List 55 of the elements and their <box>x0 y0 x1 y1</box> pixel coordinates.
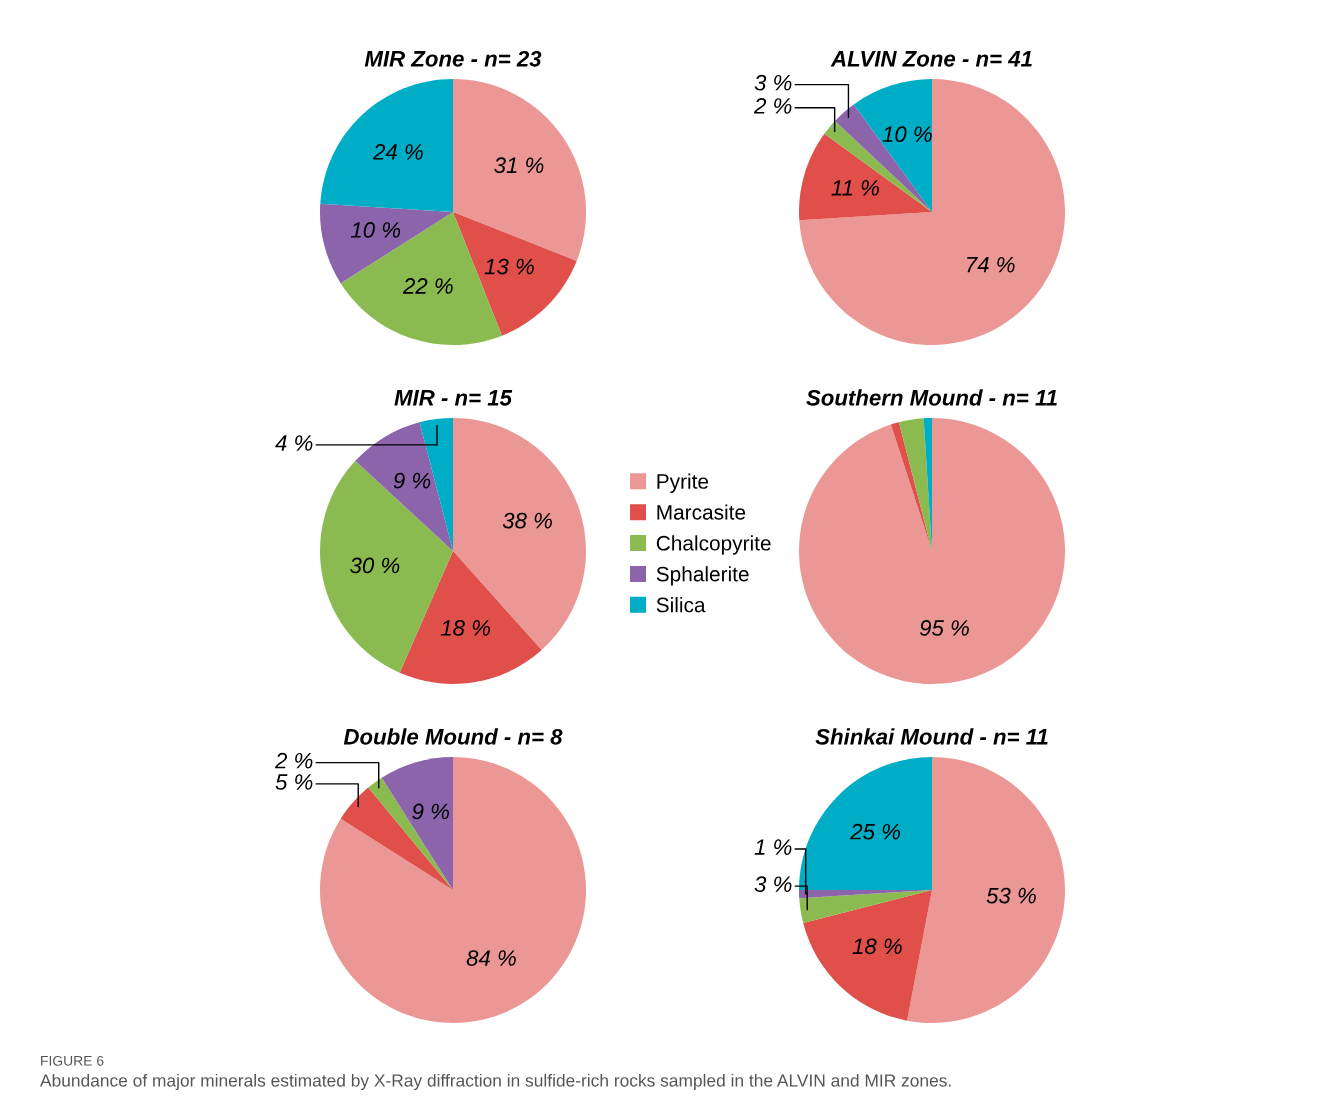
chart-title: Double Mound - n= 8 <box>343 728 563 745</box>
data-label: 3 % <box>754 74 792 91</box>
pie-slice <box>355 422 453 551</box>
pie-slice <box>890 422 932 551</box>
data-label: 10 % <box>882 126 932 143</box>
data-label: 9 % <box>412 803 449 820</box>
pie-slice <box>320 79 453 212</box>
data-label: 53 % <box>986 887 1036 904</box>
data-label: 13 % <box>484 258 534 275</box>
chart-title: Southern Mound - n= 11 <box>806 389 1057 406</box>
pie-slice <box>799 79 1065 345</box>
legend-label: Chalcopyrite <box>656 535 771 555</box>
legend-label: Silica <box>656 597 706 613</box>
data-label: 18 % <box>440 620 490 636</box>
legend-label: Pyrite <box>657 473 709 493</box>
data-label: 4 % <box>275 435 313 451</box>
data-label: 24 % <box>372 144 423 160</box>
data-label: 2 % <box>274 752 313 769</box>
chart-title: ALVIN Zone - n= 41 <box>830 51 1032 67</box>
data-label: 1 % <box>754 839 792 855</box>
text: Abundance of major minerals estimated by X-Ray diffraction in sulfide-rich rocks sampled in the ALVIN and MIR zones. <box>40 1073 951 1091</box>
pie-slice <box>399 551 542 684</box>
caption: FIGURE 6 <box>41 1055 104 1066</box>
data-label: 22 % <box>402 278 453 294</box>
data-label: 10 % <box>350 222 401 238</box>
pie-slice <box>340 787 453 890</box>
pie-slice <box>368 777 453 890</box>
legend-label: Sphalerite <box>656 566 749 586</box>
data-label: 84 % <box>466 950 516 966</box>
data-label: 5 % <box>275 774 313 790</box>
pie-slice <box>799 418 1065 684</box>
data-label: 11 % <box>831 180 879 196</box>
pie-slice <box>898 418 932 551</box>
pie-slice <box>381 757 453 890</box>
pie-slice <box>320 757 586 1023</box>
chart-title: MIR - n= 15 <box>394 390 513 406</box>
chart-title: MIR Zone - n= 23 <box>364 50 542 67</box>
pie-slice <box>453 212 577 336</box>
data-label: 25 % <box>850 823 900 840</box>
data-label: 74 % <box>967 256 1015 273</box>
data-label: 3 % <box>754 876 792 893</box>
chart-title: Shinkai Mound - n= 11 <box>815 728 1048 745</box>
pie-slice <box>799 757 932 890</box>
pie-slice <box>907 757 1065 1023</box>
data-label: 31 % <box>494 157 544 174</box>
data-label: 95 % <box>919 620 969 636</box>
data-label: 30 % <box>350 557 400 574</box>
pie-slice <box>799 890 932 924</box>
pie-slice <box>853 79 932 212</box>
data-label: 9 % <box>393 472 431 489</box>
data-label: 18 % <box>852 938 902 955</box>
data-label: 38 % <box>502 512 552 529</box>
legend-label: Marcasite <box>657 504 746 520</box>
pie-slice <box>803 890 932 1021</box>
data-label: 2 % <box>753 98 792 114</box>
